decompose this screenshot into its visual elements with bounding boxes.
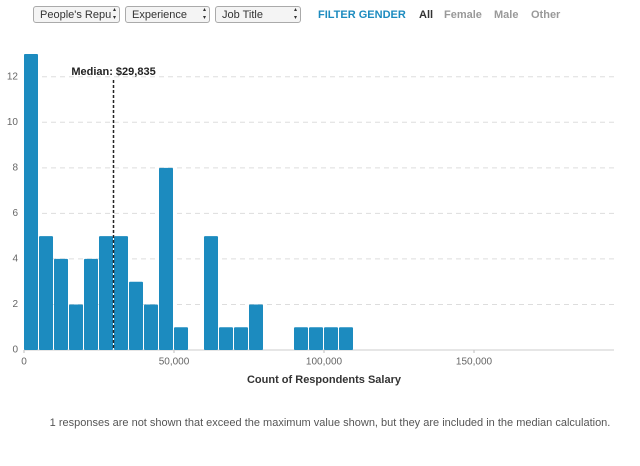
bar [69, 304, 83, 350]
gender-option[interactable]: Other [531, 9, 561, 21]
bar [309, 327, 323, 350]
y-tick-label: 4 [12, 254, 18, 265]
job-select[interactable]: Job Title [215, 6, 301, 23]
bar [129, 281, 143, 350]
x-tick-label: 150,000 [456, 357, 493, 368]
x-axis-title: Count of Respondents Salary [247, 374, 402, 386]
median-label: Median: $29,835 [71, 66, 155, 78]
bar [114, 236, 128, 350]
bar [84, 258, 98, 350]
gender-option[interactable]: Male [494, 9, 519, 21]
experience-select[interactable]: Experience [125, 6, 210, 23]
bar [339, 327, 353, 350]
bar [174, 327, 188, 350]
y-tick-label: 8 [12, 162, 18, 173]
bar [249, 304, 263, 350]
bar [54, 258, 68, 350]
bar [204, 236, 218, 350]
gender-option[interactable]: All [419, 9, 434, 21]
bar [144, 304, 158, 350]
bar [234, 327, 248, 350]
gender-option[interactable]: Female [444, 9, 482, 21]
x-tick-label: 0 [21, 357, 27, 368]
bar [99, 236, 113, 350]
bar [294, 327, 308, 350]
bar [324, 327, 338, 350]
gender-label: FILTER GENDER [318, 9, 406, 21]
chart: Count of Respondents Salary 1 responses … [7, 54, 614, 429]
y-tick-label: 2 [12, 299, 18, 310]
y-tick-label: 12 [7, 71, 19, 82]
bar [159, 167, 173, 350]
country-select[interactable]: People's Repu [33, 6, 120, 23]
page: People's Repu Experience Job Title FILTE… [0, 0, 640, 436]
x-tick-label: 100,000 [306, 357, 343, 368]
bar [219, 327, 233, 350]
bar [39, 236, 53, 350]
y-tick-label: 6 [12, 208, 18, 219]
x-tick-label: 50,000 [159, 357, 190, 368]
y-tick-label: 0 [12, 345, 18, 356]
y-tick-label: 10 [7, 117, 19, 128]
bar [24, 54, 38, 350]
footnote: 1 responses are not shown that exceed th… [50, 417, 611, 429]
